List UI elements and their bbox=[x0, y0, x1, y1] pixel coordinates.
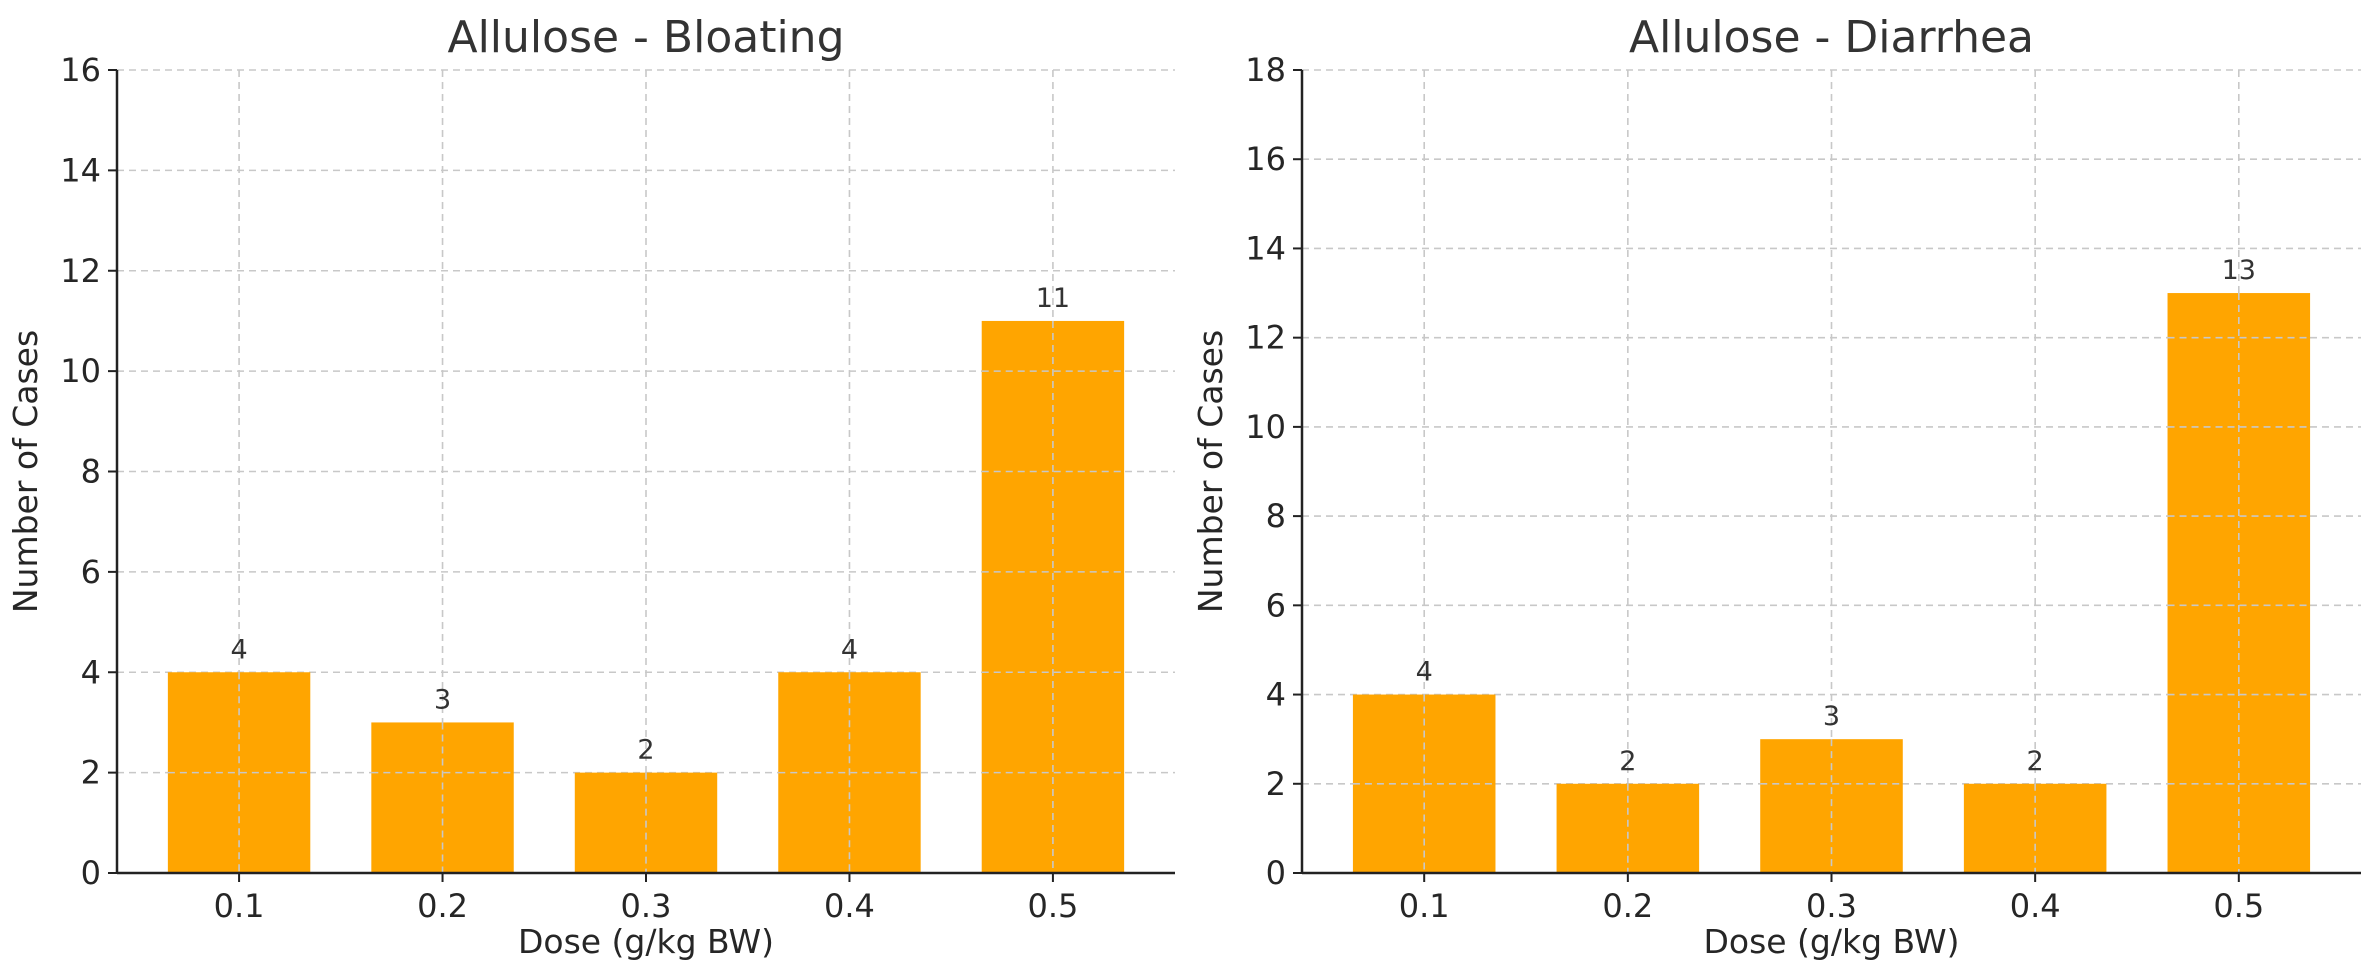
y-axis-label: Number of Cases bbox=[1191, 330, 1230, 613]
y-tick-label: 0 bbox=[81, 854, 101, 892]
y-tick-label: 8 bbox=[1266, 497, 1286, 535]
y-tick-label: 2 bbox=[1266, 765, 1286, 803]
y-tick-label: 0 bbox=[1266, 854, 1286, 892]
y-tick-label: 12 bbox=[1245, 319, 1286, 357]
y-tick-label: 6 bbox=[1266, 586, 1286, 624]
x-tick-label: 0.5 bbox=[2213, 887, 2264, 925]
data-label: 2 bbox=[1619, 746, 1636, 777]
x-tick-label: 0.2 bbox=[1602, 887, 1653, 925]
y-tick-label: 10 bbox=[1245, 408, 1286, 446]
y-tick-label: 12 bbox=[60, 252, 101, 290]
data-label: 3 bbox=[434, 684, 451, 715]
data-label: 13 bbox=[2222, 255, 2256, 286]
x-tick-label: 0.1 bbox=[214, 887, 265, 925]
x-axis-label: Dose (g/kg BW) bbox=[1703, 922, 1959, 961]
x-tick-label: 0.2 bbox=[417, 887, 468, 925]
y-tick-label: 10 bbox=[60, 352, 101, 390]
data-label: 2 bbox=[637, 735, 654, 766]
y-tick-label: 18 bbox=[1245, 51, 1286, 89]
x-axis-label: Dose (g/kg BW) bbox=[518, 922, 774, 961]
y-tick-label: 4 bbox=[81, 653, 101, 691]
y-tick-label: 16 bbox=[60, 51, 101, 89]
chart-bloating: 4 3 2 4 11 0 2 4 6 8 10 12 14 16 0.1 0.2 0.3 0.4 0.5 Allulo… bbox=[6, 12, 1175, 961]
data-label: 4 bbox=[841, 634, 858, 665]
y-tick-label: 14 bbox=[60, 151, 101, 189]
y-tick-label: 14 bbox=[1245, 229, 1286, 267]
x-tick-label: 0.3 bbox=[1806, 887, 1857, 925]
y-axis-label: Number of Cases bbox=[6, 330, 45, 613]
data-label: 11 bbox=[1036, 283, 1070, 314]
data-label: 4 bbox=[1416, 657, 1433, 688]
x-tick-label: 0.4 bbox=[2010, 887, 2061, 925]
x-tick-label: 0.5 bbox=[1027, 887, 1078, 925]
y-tick-label: 6 bbox=[81, 553, 101, 591]
chart-title: Allulose - Bloating bbox=[447, 12, 844, 63]
y-tick-label: 2 bbox=[81, 754, 101, 792]
y-tick-label: 8 bbox=[81, 453, 101, 491]
chart-title: Allulose - Diarrhea bbox=[1629, 12, 2034, 63]
chart-diarrhea: 4 2 3 2 13 0 2 4 6 8 10 12 14 16 18 0.1 0.2 0.3 0.4 0.5 Allu… bbox=[1191, 12, 2361, 961]
x-tick-label: 0.4 bbox=[824, 887, 875, 925]
y-tick-label: 4 bbox=[1266, 676, 1286, 714]
x-tick-label: 0.1 bbox=[1399, 887, 1450, 925]
x-tick-label: 0.3 bbox=[621, 887, 672, 925]
data-label: 3 bbox=[1823, 701, 1840, 732]
data-label: 4 bbox=[230, 634, 247, 665]
data-label: 2 bbox=[2027, 746, 2044, 777]
y-tick-label: 16 bbox=[1245, 140, 1286, 178]
